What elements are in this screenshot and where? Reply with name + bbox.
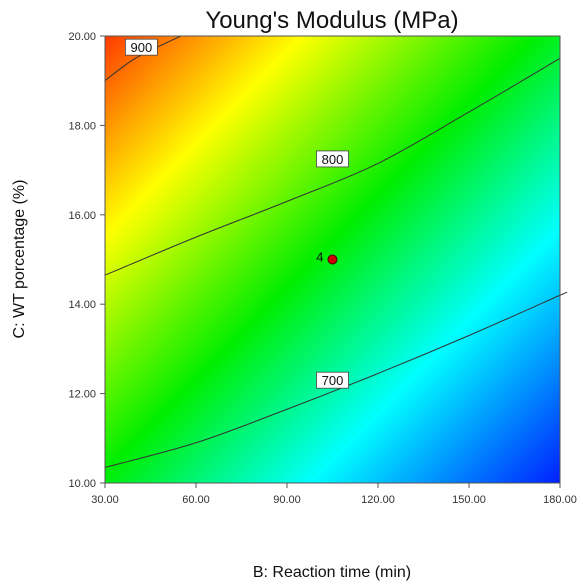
contour-lines: 700 800 900	[104, 35, 568, 468]
y-tick-label: 14.00	[68, 299, 96, 311]
design-points: 4	[316, 250, 338, 265]
x-tick-label: 60.00	[182, 494, 210, 506]
contour-line-700	[104, 291, 568, 468]
y-axis-ticks: 10.00 12.00 14.00 16.00 18.00 20.00	[68, 31, 105, 490]
design-point-label: 4	[316, 250, 323, 265]
y-tick-label: 10.00	[68, 478, 96, 490]
contour-label-700: 700	[316, 371, 349, 389]
x-tick-label: 120.00	[361, 494, 395, 506]
x-tick-label: 180.00	[543, 494, 577, 506]
contour-label-900: 900	[125, 38, 158, 56]
x-tick-label: 150.00	[452, 494, 486, 506]
y-tick-label: 12.00	[68, 389, 96, 401]
x-axis-ticks: 30.00 60.00 90.00 120.00 150.00 180.00	[91, 483, 577, 506]
design-point	[327, 254, 338, 265]
chart-title: Young's Modulus (MPa)	[205, 7, 458, 34]
y-axis-title: C: WT porcentage (%)	[11, 180, 28, 339]
svg-text:700: 700	[322, 373, 344, 388]
contour-line-900	[104, 35, 182, 82]
y-tick-label: 18.00	[68, 120, 96, 132]
contour-label-800: 800	[316, 150, 349, 168]
x-axis-title: B: Reaction time (min)	[253, 564, 411, 581]
y-tick-label: 16.00	[68, 210, 96, 222]
x-tick-label: 30.00	[91, 494, 119, 506]
contour-line-800	[104, 57, 561, 276]
svg-text:900: 900	[131, 40, 153, 55]
y-tick-label: 20.00	[68, 31, 96, 43]
svg-text:800: 800	[322, 152, 344, 167]
plot-frame	[104, 35, 561, 484]
x-tick-label: 90.00	[273, 494, 301, 506]
